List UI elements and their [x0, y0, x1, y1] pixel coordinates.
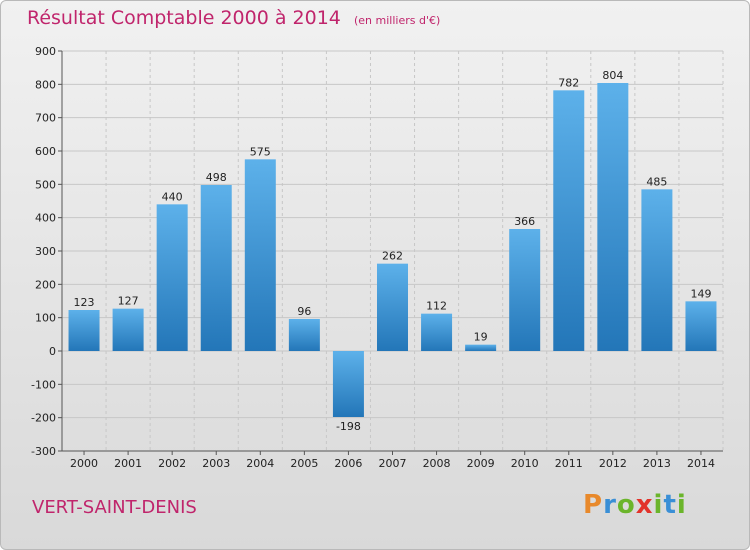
- value-label: 123: [74, 296, 95, 309]
- value-label: 262: [382, 250, 403, 263]
- brand-letter: i: [653, 490, 664, 520]
- bar: [421, 313, 453, 351]
- value-label: 366: [514, 215, 535, 228]
- bar: [465, 344, 497, 351]
- x-tick-label: 2006: [334, 457, 362, 470]
- value-label: 112: [426, 300, 447, 313]
- x-tick-label: 2001: [114, 457, 142, 470]
- x-tick-label: 2011: [555, 457, 583, 470]
- bar: [377, 263, 408, 351]
- x-tick-label: 2010: [511, 457, 539, 470]
- y-tick-label: 700: [35, 112, 56, 125]
- value-label: 485: [646, 175, 667, 188]
- bar: [553, 90, 585, 351]
- y-tick-label: -300: [31, 445, 56, 458]
- y-tick-label: 200: [35, 278, 56, 291]
- bar: [332, 351, 364, 417]
- x-tick-label: 2003: [202, 457, 230, 470]
- x-tick-label: 2014: [687, 457, 715, 470]
- y-tick-label: 100: [35, 312, 56, 325]
- x-tick-label: 2004: [246, 457, 274, 470]
- bar: [112, 308, 144, 351]
- brand-letter: i: [676, 490, 687, 520]
- brand-letter: x: [635, 490, 654, 520]
- value-label: 575: [250, 145, 271, 158]
- y-tick-label: 500: [35, 178, 56, 191]
- chart-title: Résultat Comptable 2000 à 2014: [27, 7, 341, 29]
- title-row: Résultat Comptable 2000 à 2014 (en milli…: [27, 7, 440, 29]
- y-tick-label: -100: [31, 378, 56, 391]
- x-tick-label: 2012: [599, 457, 627, 470]
- brand-letter: o: [616, 490, 636, 520]
- chart-subtitle: (en milliers d'€): [353, 14, 441, 27]
- bar: [200, 185, 232, 351]
- label-layer: 123 127 440 498 575 96 -198 262 112 19 366 782 804 48…: [74, 69, 712, 433]
- y-tick-label: 300: [35, 245, 56, 258]
- brand-letter: t: [663, 490, 677, 520]
- y-tick-label: 600: [35, 145, 56, 158]
- bar: [288, 319, 320, 351]
- brand-logo: Proxiti: [583, 490, 687, 520]
- bar: [685, 301, 717, 351]
- bar: [156, 204, 188, 351]
- x-tick-label: 2002: [158, 457, 186, 470]
- bar: [641, 189, 673, 351]
- value-label: 127: [118, 295, 139, 308]
- x-tick-label: 2005: [290, 457, 318, 470]
- bar: [244, 159, 276, 351]
- brand-letter: r: [603, 490, 617, 520]
- bar-layer: [68, 83, 717, 417]
- value-label: -198: [336, 420, 361, 433]
- y-tick-label: 800: [35, 78, 56, 91]
- bar: [597, 83, 629, 351]
- bar: [509, 229, 541, 351]
- x-tick-label: 2000: [70, 457, 98, 470]
- x-tick-label: 2013: [643, 457, 671, 470]
- value-label: 498: [206, 171, 227, 184]
- value-label: 440: [162, 190, 183, 203]
- value-label: 804: [602, 69, 623, 82]
- value-label: 96: [297, 305, 311, 318]
- x-tick-label: 2009: [467, 457, 495, 470]
- value-label: 782: [558, 76, 579, 89]
- x-tick-label: 2007: [379, 457, 407, 470]
- brand-letter: P: [583, 490, 604, 520]
- axis-layer: -300 -200 -100 0 100 200 300 400 500 600 700 800 900…: [31, 45, 723, 470]
- value-label: 149: [690, 287, 711, 300]
- y-tick-label: 400: [35, 212, 56, 225]
- place-name: VERT-SAINT-DENIS: [32, 497, 197, 518]
- value-label: 19: [474, 331, 488, 344]
- bar: [68, 310, 100, 351]
- y-tick-label: 900: [35, 45, 56, 58]
- x-tick-label: 2008: [423, 457, 451, 470]
- y-tick-label: -200: [31, 412, 56, 425]
- y-tick-label: 0: [49, 345, 56, 358]
